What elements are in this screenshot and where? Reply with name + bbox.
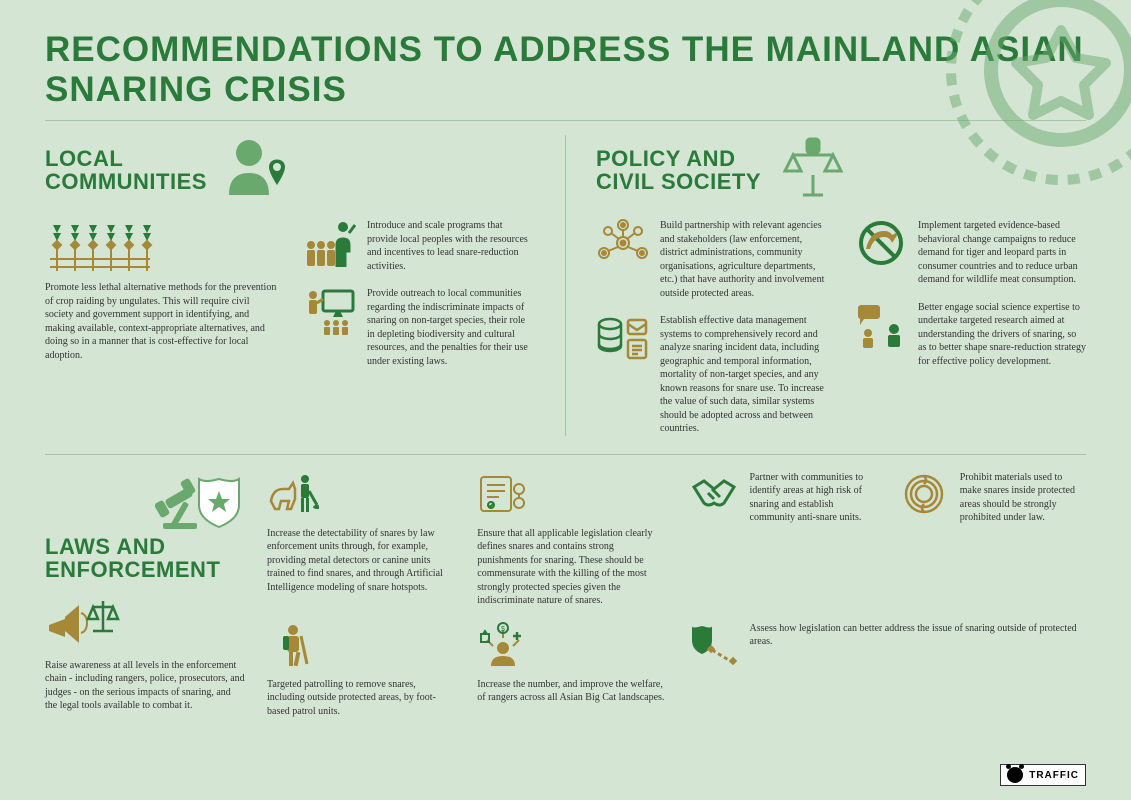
local-heading-1: LOCAL: [45, 147, 207, 170]
ranger-welfare-icon: $: [477, 622, 529, 668]
database-docs-icon: [596, 314, 650, 362]
wwf-panda-icon: [1007, 767, 1023, 783]
section-policy: POLICY AND CIVIL SOCIETY Build partner: [596, 135, 1086, 436]
dog-detector-icon: [267, 471, 319, 517]
area-shield-icon: [688, 622, 740, 668]
svg-text:$: $: [501, 626, 505, 633]
policy-item-4: Better engage social science expertise t…: [918, 301, 1086, 369]
local-item-1: Promote less lethal alternative methods …: [45, 281, 277, 362]
local-item-3: Provide outreach to local communities re…: [367, 287, 535, 368]
community-icon: [219, 135, 299, 205]
legislation-cuffs-icon: [477, 471, 529, 517]
laws-grid-3: Partner with communities to identify are…: [750, 471, 876, 525]
network-icon: [596, 219, 650, 267]
footer-text: TRAFFIC: [1029, 770, 1079, 781]
leader-group-icon: [303, 219, 357, 267]
teaching-icon: [303, 287, 357, 335]
hiker-icon: [267, 622, 319, 668]
gavel-badge-icon: [155, 471, 245, 531]
justice-fist-icon: [773, 135, 853, 205]
local-heading-2: COMMUNITIES: [45, 170, 207, 193]
policy-item-2: Implement targeted evidence-based behavi…: [918, 219, 1086, 287]
laws-grid-5: Targeted patrolling to remove snares, in…: [267, 678, 455, 719]
policy-heading-1: POLICY AND: [596, 147, 761, 170]
snare-coil-icon: [898, 471, 950, 517]
laws-grid-7: Assess how legislation can better addres…: [750, 622, 1087, 649]
local-item-2: Introduce and scale programs that provid…: [367, 219, 535, 273]
crops-fence-icon: [45, 219, 155, 275]
laws-heading-2: ENFORCEMENT: [45, 558, 220, 581]
laws-grid-1: Increase the detectability of snares by …: [267, 527, 455, 595]
policy-item-3: Establish effective data management syst…: [660, 314, 828, 436]
policy-item-1: Build partnership with relevant agencies…: [660, 219, 828, 300]
section-laws: LAWS AND ENFORCEMENT Raise awareness at …: [45, 471, 1086, 719]
laws-heading-1: LAWS AND: [45, 535, 220, 558]
megaphone-scales-icon: [45, 595, 125, 647]
laws-grid-2: Ensure that all applicable legislation c…: [477, 527, 665, 608]
dialogue-icon: [854, 301, 908, 349]
page-title: RECOMMENDATIONS TO ADDRESS THE MAINLAND …: [45, 30, 1086, 110]
divider-top: [45, 120, 1086, 121]
footer-logo: TRAFFIC: [1000, 764, 1086, 786]
laws-grid-6: Increase the number, and improve the wel…: [477, 678, 665, 705]
policy-heading-2: CIVIL SOCIETY: [596, 170, 761, 193]
handshake-icon: [688, 471, 740, 517]
section-local: LOCAL COMMUNITIES: [45, 135, 566, 436]
laws-grid-4: Prohibit materials used to make snares i…: [960, 471, 1086, 525]
no-hunting-icon: [854, 219, 908, 267]
laws-left-item: Raise awareness at all levels in the enf…: [45, 659, 245, 713]
